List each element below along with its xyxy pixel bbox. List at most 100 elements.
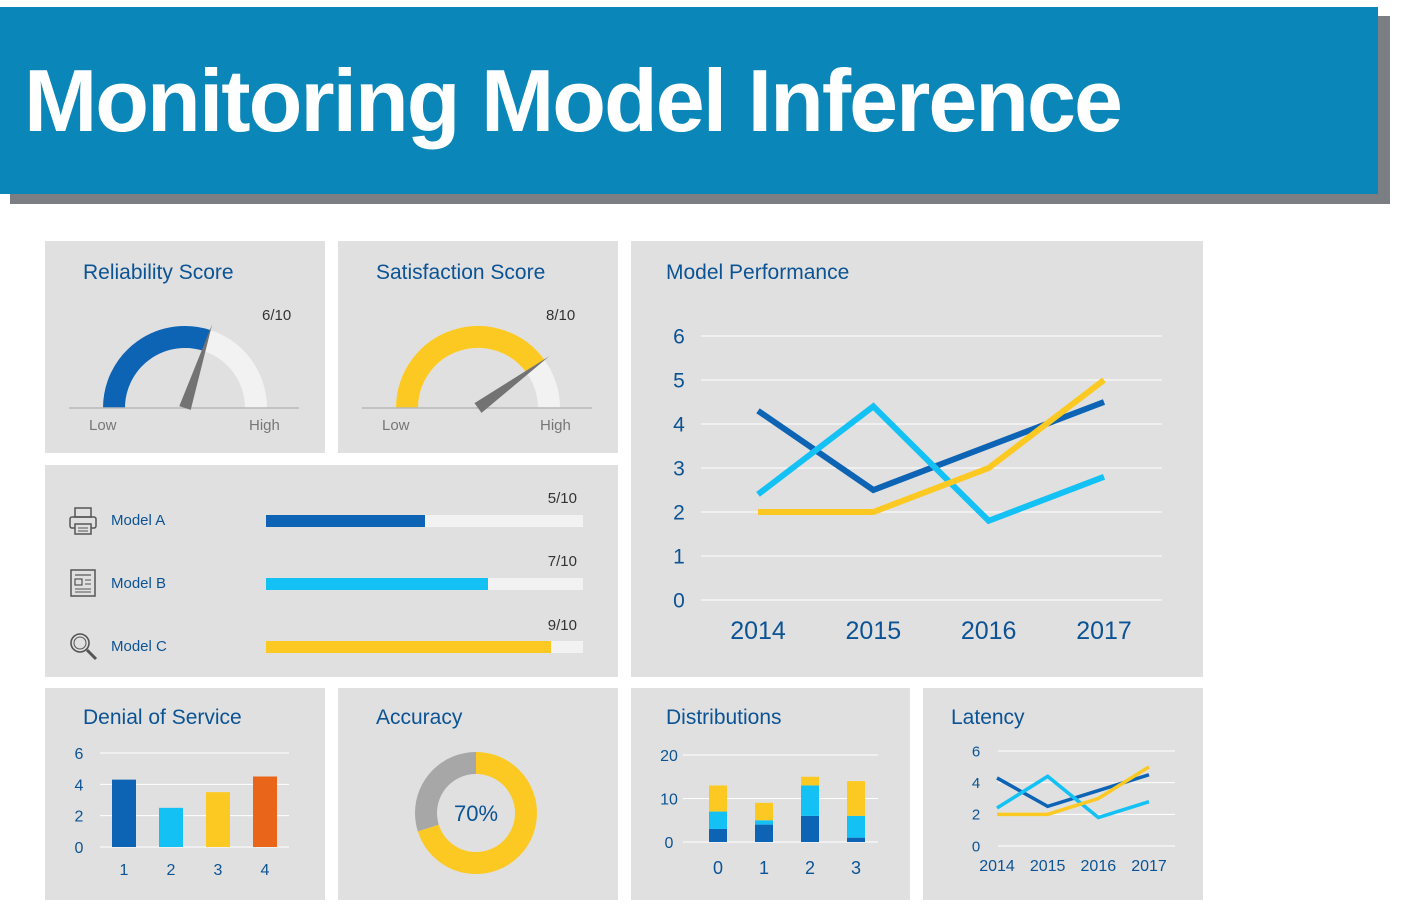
- series-line: [996, 774, 1150, 820]
- stacked-bar-segment: [847, 781, 865, 816]
- x-tick-label: 2017: [1131, 858, 1167, 875]
- gauge-fill: [103, 326, 211, 409]
- x-tick-label: 2: [805, 858, 815, 878]
- model-b-label: Model B: [111, 575, 167, 592]
- page-title: Monitoring Model Inference: [24, 51, 1123, 150]
- model-c-value: 9/10: [547, 617, 577, 634]
- dos-panel: Denial of Service 0 2 4 6 1 2 3 4: [45, 688, 325, 900]
- y-tick-label: 2: [75, 809, 84, 826]
- y-tick-label: 2: [673, 502, 685, 525]
- satisfaction-gauge: [362, 326, 592, 413]
- x-tick-label: 3: [851, 858, 861, 878]
- y-tick-label: 0: [665, 835, 674, 852]
- x-tick-label: 2014: [979, 858, 1015, 875]
- satisfaction-title: Satisfaction Score: [376, 261, 546, 284]
- x-tick-label: 2015: [1030, 858, 1066, 875]
- header-banner: Monitoring Model Inference: [0, 7, 1378, 194]
- y-tick-label: 6: [972, 743, 980, 760]
- stacked-bar-segment: [709, 785, 727, 812]
- distributions-title: Distributions: [666, 706, 782, 729]
- latency-chart: 0 2 4 6 2014 2015 2016 2017: [972, 743, 1175, 875]
- stacked-bar-segment: [755, 824, 773, 842]
- y-tick-label: 0: [75, 840, 84, 857]
- accuracy-chart: 70%: [415, 752, 537, 874]
- magnifier-icon: [70, 633, 98, 661]
- x-tick-label: 1: [759, 858, 769, 878]
- x-tick-label: 2017: [1076, 617, 1132, 645]
- stacked-bar-segment: [709, 828, 727, 842]
- donut-slice: [415, 752, 537, 874]
- performance-chart: 0 1 2 3 4 5 6 2014 2015 2016 2017: [673, 326, 1162, 645]
- y-tick-label: 3: [673, 458, 685, 481]
- newspaper-icon: [70, 569, 96, 597]
- model-b-value: 7/10: [547, 553, 577, 570]
- distributions-chart: 0 10 20 0 1 2 3: [660, 748, 878, 878]
- model-c-bar: [266, 641, 552, 653]
- x-tick-label: 2016: [1081, 858, 1117, 875]
- y-tick-label: 0: [972, 838, 980, 855]
- x-tick-label: 4: [261, 862, 270, 879]
- bar: [253, 776, 277, 847]
- satisfaction-value: 8/10: [546, 307, 576, 324]
- y-tick-label: 4: [972, 775, 980, 792]
- stacked-bar-segment: [847, 837, 865, 842]
- gauge-fill: [396, 326, 545, 409]
- model-c-label: Model C: [111, 638, 167, 655]
- model-a-bar: [266, 515, 425, 527]
- satisfaction-panel: Satisfaction Score 8/10 Low High: [338, 241, 618, 453]
- y-tick-label: 6: [75, 746, 84, 763]
- x-tick-label: 2016: [961, 617, 1017, 645]
- reliability-high-label: High: [249, 417, 280, 434]
- reliability-gauge: [69, 324, 299, 410]
- performance-title: Model Performance: [666, 261, 850, 284]
- series-line: [756, 399, 1106, 494]
- bar: [112, 779, 136, 847]
- stacked-bar-segment: [755, 802, 773, 821]
- reliability-value: 6/10: [262, 307, 292, 324]
- stacked-bar-segment: [847, 815, 865, 838]
- y-tick-label: 2: [972, 807, 980, 824]
- y-tick-label: 1: [673, 546, 685, 569]
- x-tick-label: 3: [214, 862, 223, 879]
- y-tick-label: 5: [673, 370, 685, 393]
- model-a-track: [266, 515, 583, 527]
- x-tick-label: 1: [120, 862, 129, 879]
- x-tick-label: 2015: [846, 617, 902, 645]
- bar: [159, 807, 183, 847]
- gauge-needle: [474, 356, 550, 413]
- accuracy-panel: Accuracy 70%: [338, 688, 618, 900]
- series-line: [997, 765, 1150, 817]
- stacked-bar-segment: [709, 811, 727, 829]
- latency-title: Latency: [951, 706, 1025, 729]
- models-panel: Model A 5/10 Model B 7/10 Model C 9/10: [45, 465, 618, 677]
- y-tick-label: 4: [75, 777, 84, 794]
- x-tick-label: 0: [713, 858, 723, 878]
- reliability-panel: Reliability Score 6/10 Low High: [45, 241, 325, 453]
- series-line: [758, 377, 1106, 515]
- performance-panel: Model Performance 0 1 2 3 4 5 6 2014 2015 2016 201…: [631, 241, 1203, 677]
- stacked-bar-segment: [755, 820, 773, 825]
- model-a-value: 5/10: [547, 490, 577, 507]
- distributions-panel: Distributions 0 10 20 0 1 2 3: [631, 688, 910, 900]
- stacked-bar-segment: [801, 815, 819, 842]
- y-tick-label: 6: [673, 326, 685, 349]
- gauge-needle: [179, 324, 213, 410]
- x-tick-label: 2014: [730, 617, 786, 645]
- reliability-title: Reliability Score: [83, 261, 234, 284]
- x-tick-label: 2: [167, 862, 176, 879]
- donut-center-label: 70%: [454, 801, 498, 826]
- series-line: [756, 402, 1106, 525]
- printer-icon: [69, 507, 97, 535]
- y-tick-label: 4: [673, 414, 685, 437]
- accuracy-title: Accuracy: [376, 706, 463, 729]
- satisfaction-high-label: High: [540, 417, 571, 434]
- dos-title: Denial of Service: [83, 706, 242, 729]
- satisfaction-low-label: Low: [382, 417, 410, 434]
- y-tick-label: 0: [673, 590, 685, 613]
- model-b-track: [266, 578, 583, 590]
- y-tick-label: 10: [660, 792, 678, 809]
- y-tick-label: 20: [660, 748, 678, 765]
- dos-chart: 0 2 4 6 1 2 3 4: [75, 746, 289, 879]
- model-a-label: Model A: [111, 512, 166, 529]
- model-c-track: [266, 641, 583, 653]
